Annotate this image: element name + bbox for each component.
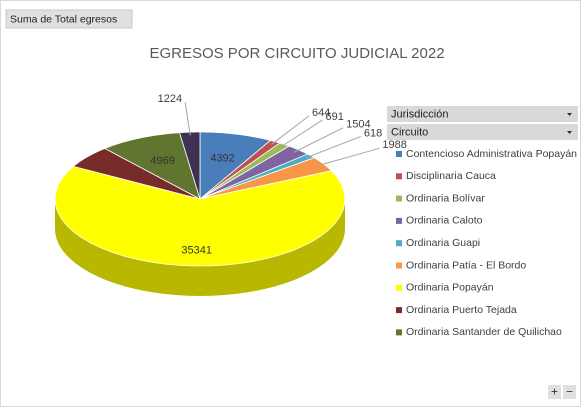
legend-swatch bbox=[396, 217, 402, 224]
filter-label: Circuito bbox=[391, 126, 428, 138]
zoom-in-button[interactable] bbox=[548, 385, 561, 399]
data-label: 1988 bbox=[382, 139, 406, 151]
legend-swatch bbox=[396, 262, 402, 269]
data-label: 618 bbox=[364, 127, 382, 139]
data-label: 4969 bbox=[150, 155, 174, 167]
data-label: 35341 bbox=[181, 244, 212, 256]
field-button-label: Suma de Total egresos bbox=[10, 13, 117, 25]
dropdown-arrow bbox=[567, 113, 572, 116]
legend-label: Ordinaria Popayán bbox=[406, 282, 494, 294]
legend-label: Ordinaria Guapi bbox=[406, 237, 480, 249]
data-label: 4392 bbox=[210, 153, 234, 165]
pie-slice bbox=[199, 131, 272, 200]
filter-label: Jurisdicción bbox=[391, 108, 448, 120]
data-label: 1224 bbox=[158, 93, 182, 105]
zoom-out-label: − bbox=[566, 385, 573, 399]
leader-line bbox=[293, 127, 344, 153]
filter-dropdown[interactable] bbox=[387, 106, 578, 122]
field-button[interactable] bbox=[5, 9, 133, 29]
legend-label: Contencioso Administrativa Popayán bbox=[406, 148, 577, 160]
leader-line bbox=[279, 119, 323, 148]
zoom-out-button[interactable] bbox=[563, 385, 576, 399]
legend-swatch bbox=[396, 240, 402, 247]
legend-label: Ordinaria Santander de Quilichao bbox=[406, 326, 562, 338]
legend-swatch bbox=[396, 151, 402, 157]
chart-title: EGRESOS POR CIRCUITO JUDICIAL 2022 bbox=[149, 45, 444, 62]
legend-label: Ordinaria Caloto bbox=[406, 215, 483, 227]
leader-line bbox=[271, 115, 310, 145]
data-label: 1504 bbox=[346, 119, 370, 131]
pie-slice bbox=[54, 165, 346, 267]
legend-swatch bbox=[396, 284, 402, 291]
leader-line bbox=[317, 147, 380, 167]
dropdown-arrow bbox=[567, 131, 572, 134]
data-label: 691 bbox=[325, 111, 343, 123]
legend-label: Disciplinaria Cauca bbox=[406, 170, 496, 182]
legend-swatch bbox=[396, 307, 402, 314]
pie-slice bbox=[72, 147, 201, 200]
leader-line bbox=[305, 135, 362, 159]
pie-slice-side bbox=[55, 199, 345, 296]
filter-dropdown[interactable] bbox=[387, 124, 578, 140]
leader-line bbox=[184, 102, 191, 136]
zoom-in-label: + bbox=[551, 385, 558, 399]
pie-slice bbox=[103, 132, 201, 200]
legend-label: Ordinaria Bolívar bbox=[406, 192, 485, 204]
legend-swatch bbox=[396, 195, 402, 202]
legend-label: Ordinaria Puerto Tejada bbox=[406, 304, 517, 316]
legend-swatch bbox=[396, 329, 402, 336]
data-label: 644 bbox=[312, 107, 330, 119]
legend-swatch bbox=[396, 173, 402, 180]
legend-label: Ordinaria Patía - El Bordo bbox=[406, 259, 526, 271]
